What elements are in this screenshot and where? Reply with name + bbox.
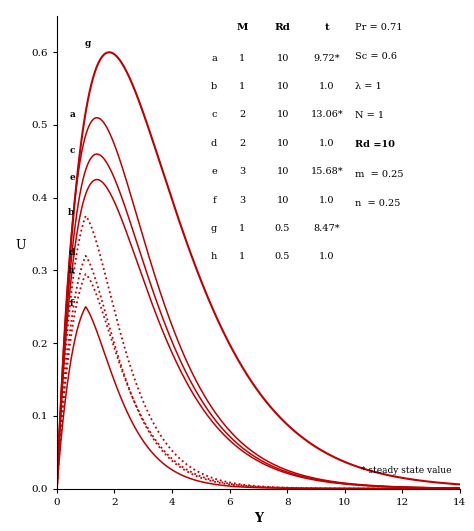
Text: a: a <box>211 54 217 63</box>
Text: 2: 2 <box>239 110 246 119</box>
Text: g: g <box>211 224 217 233</box>
Text: λ = 1: λ = 1 <box>355 82 382 91</box>
Text: g: g <box>85 39 91 48</box>
X-axis label: Y: Y <box>254 512 263 525</box>
Text: 10: 10 <box>276 82 289 91</box>
Text: h: h <box>211 252 217 261</box>
Text: 1: 1 <box>239 252 246 261</box>
Text: m  = 0.25: m = 0.25 <box>355 169 403 178</box>
Text: 10: 10 <box>276 54 289 63</box>
Text: e: e <box>211 167 217 176</box>
Text: 1.0: 1.0 <box>319 252 335 261</box>
Text: 8.47*: 8.47* <box>313 224 340 233</box>
Text: 10: 10 <box>276 110 289 119</box>
Text: h: h <box>68 266 74 275</box>
Text: 1: 1 <box>239 224 246 233</box>
Text: 3: 3 <box>239 195 246 204</box>
Text: 9.72*: 9.72* <box>313 54 340 63</box>
Text: 2: 2 <box>239 139 246 148</box>
Text: c: c <box>211 110 217 119</box>
Text: Rd =10: Rd =10 <box>355 140 395 149</box>
Text: 10: 10 <box>276 167 289 176</box>
Text: M: M <box>237 23 248 32</box>
Text: d: d <box>68 248 74 256</box>
Text: t: t <box>324 23 329 32</box>
Text: 1: 1 <box>239 54 246 63</box>
Text: a: a <box>70 109 75 118</box>
Text: e: e <box>70 173 75 182</box>
Text: b: b <box>211 82 217 91</box>
Text: f: f <box>212 195 216 204</box>
Text: 0.5: 0.5 <box>275 252 290 261</box>
Text: 1.0: 1.0 <box>319 139 335 148</box>
Text: 10: 10 <box>276 195 289 204</box>
Y-axis label: U: U <box>15 239 26 252</box>
Text: d: d <box>211 139 217 148</box>
Text: c: c <box>70 146 75 155</box>
Text: 1.0: 1.0 <box>319 82 335 91</box>
Text: f: f <box>69 298 73 307</box>
Text: 0.5: 0.5 <box>275 224 290 233</box>
Text: Rd: Rd <box>274 23 291 32</box>
Text: 1: 1 <box>239 82 246 91</box>
Text: n  = 0.25: n = 0.25 <box>355 199 401 208</box>
Text: 1.0: 1.0 <box>319 195 335 204</box>
Text: 3: 3 <box>239 167 246 176</box>
Text: Sc = 0.6: Sc = 0.6 <box>355 53 397 61</box>
Text: b: b <box>68 208 74 217</box>
Text: 10: 10 <box>276 139 289 148</box>
Text: Pr = 0.71: Pr = 0.71 <box>355 23 402 32</box>
Text: * steady state value: * steady state value <box>361 466 452 475</box>
Text: 13.06*: 13.06* <box>310 110 343 119</box>
Text: 15.68*: 15.68* <box>310 167 343 176</box>
Text: N = 1: N = 1 <box>355 111 384 120</box>
